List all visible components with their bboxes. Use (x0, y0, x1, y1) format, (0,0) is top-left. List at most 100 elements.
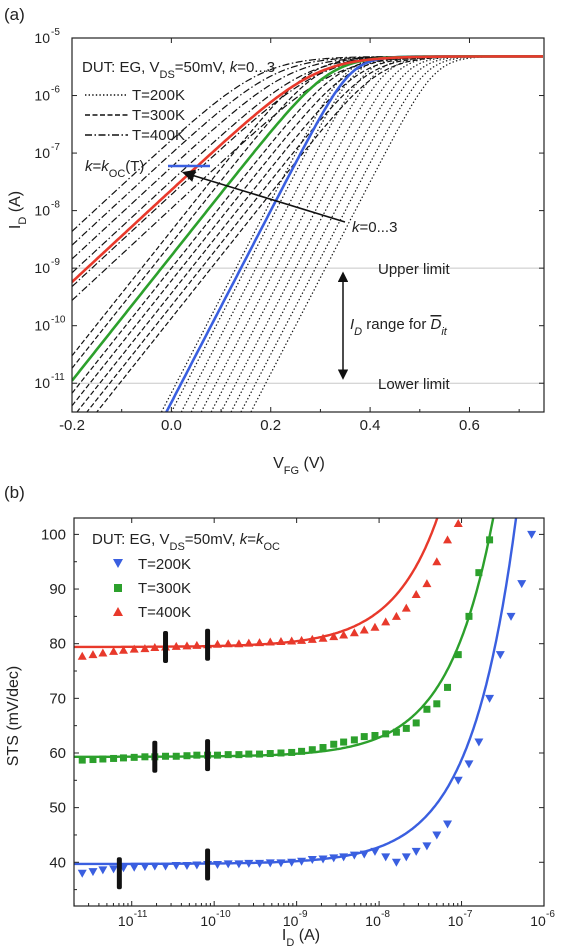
point-2-2 (98, 648, 108, 657)
point-1-15 (235, 751, 243, 759)
point-1-36 (454, 651, 462, 659)
point-0-18 (265, 859, 275, 868)
point-0-26 (349, 851, 359, 860)
point-0-15 (234, 860, 244, 869)
point-2-4 (118, 645, 128, 654)
point-0-30 (391, 858, 401, 867)
point-0-28 (370, 847, 380, 856)
point-2-31 (401, 603, 411, 612)
point-2-16 (244, 638, 254, 647)
range-marker-0 (116, 857, 122, 890)
point-2-7 (150, 643, 160, 652)
y-tick-super-a: -6 (51, 85, 60, 96)
y-tick-label-b: 70 (49, 690, 66, 707)
point-0-22 (307, 856, 317, 865)
point-1-5 (130, 753, 138, 761)
x-tick-super-b: -7 (464, 909, 473, 920)
y-tick-super-a: -8 (51, 200, 60, 211)
point-0-13 (212, 860, 222, 869)
point-1-27 (360, 733, 368, 741)
point-2-17 (255, 638, 265, 647)
y-tick-label-a: 10 (34, 30, 50, 46)
point-0-35 (443, 820, 453, 829)
plot-b-inner (74, 518, 537, 890)
point-2-6 (140, 644, 150, 653)
x-tick-label-b: 10 (365, 913, 381, 929)
point-2-29 (381, 617, 391, 626)
x-tick-label-b: 10 (118, 913, 134, 929)
point-2-0 (77, 651, 87, 660)
point-1-26 (350, 736, 358, 744)
x-tick-super-b: -8 (381, 909, 390, 920)
legend-marker-b-0 (113, 559, 123, 568)
curves-a (72, 55, 543, 412)
point-0-38 (474, 738, 484, 747)
point-2-23 (318, 633, 328, 642)
point-2-30 (391, 611, 401, 620)
point-2-19 (276, 637, 286, 646)
panel-b-xlabel: ID (A) (282, 927, 320, 949)
point-1-8 (162, 752, 170, 760)
panel-a-xlabel: VFG (V) (273, 455, 325, 477)
point-0-0 (77, 869, 87, 878)
y-tick-label-b: 90 (49, 581, 66, 598)
legend-title-a: DUT: EG, VDS=50mV, k=0...3 (82, 59, 275, 81)
point-1-28 (371, 731, 379, 739)
point-2-10 (182, 641, 192, 650)
point-0-1 (88, 868, 98, 877)
point-2-24 (329, 632, 339, 641)
point-0-14 (223, 860, 233, 869)
point-1-33 (423, 705, 431, 713)
point-0-31 (401, 853, 411, 862)
range-marker-5 (205, 628, 211, 661)
id-curve-dotted-1 (170, 55, 543, 412)
id-curve-dotted-6 (220, 55, 543, 412)
x-tick-label-b: 10 (283, 913, 299, 929)
point-2-33 (422, 579, 432, 588)
x-tick-super-b: -10 (216, 909, 231, 920)
point-1-21 (298, 747, 306, 755)
point-1-2 (99, 755, 107, 763)
id-curve-dotted-3 (190, 55, 543, 412)
legend-entry-b-1: T=300K (138, 580, 191, 597)
point-0-42 (517, 580, 527, 589)
point-0-16 (244, 859, 254, 868)
panel-b-label: (b) (4, 483, 25, 502)
y-tick-super-a: -7 (51, 142, 60, 153)
y-tick-super-a: -10 (51, 315, 66, 326)
point-2-15 (234, 639, 244, 648)
x-tick-label-b: 10 (448, 913, 464, 929)
point-0-25 (339, 853, 349, 862)
k-arrow (181, 169, 346, 223)
point-2-20 (287, 636, 297, 645)
legend-koc-a: k=kOC(T) (85, 158, 144, 180)
y-tick-label-a: 10 (34, 260, 50, 276)
point-1-22 (308, 746, 316, 754)
y-tick-label-a: 10 (34, 203, 50, 219)
legend-marker-b-1 (114, 584, 122, 592)
point-0-3 (109, 865, 119, 874)
point-1-34 (433, 700, 441, 708)
y-tick-label-b: 60 (49, 745, 66, 762)
point-2-25 (339, 630, 349, 639)
point-1-3 (110, 754, 118, 762)
point-1-9 (172, 752, 180, 760)
range-label: ID range for Dit (350, 316, 448, 338)
y-tick-label-b: 80 (49, 636, 66, 653)
point-1-17 (256, 750, 264, 758)
point-2-11 (192, 640, 202, 649)
x-tick-label-a: 0.0 (161, 417, 182, 434)
x-tick-label-a: -0.2 (59, 417, 85, 434)
id-curve-dotted-2 (180, 55, 543, 412)
x-tick-label-a: 0.2 (260, 417, 281, 434)
point-0-33 (422, 842, 432, 851)
x-tick-label-b: 10 (530, 913, 546, 929)
koc-curve-1 (72, 55, 543, 382)
point-2-32 (411, 590, 421, 599)
point-1-16 (245, 750, 253, 758)
point-1-20 (288, 748, 296, 756)
point-1-32 (412, 719, 420, 727)
point-1-39 (486, 536, 494, 544)
legend-entry-b-0: T=200K (138, 556, 191, 573)
